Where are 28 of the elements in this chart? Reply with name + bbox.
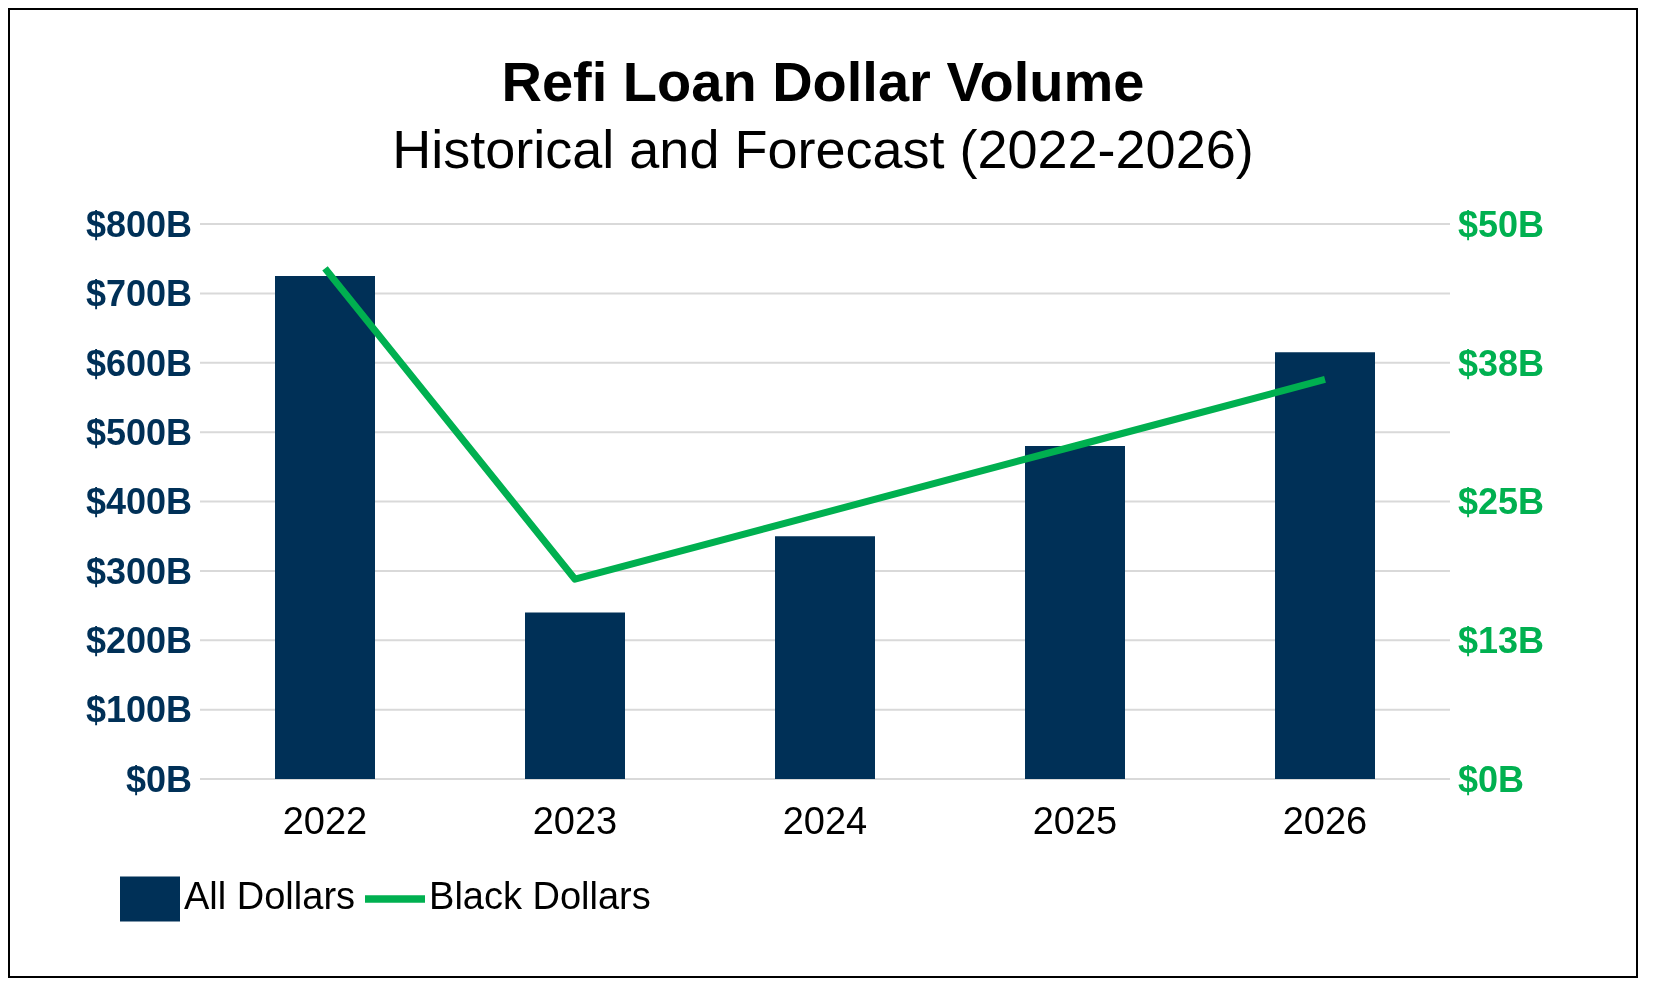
y-tick-label: $100B bbox=[85, 689, 192, 731]
y2-tick-label: $38B bbox=[1458, 342, 1545, 384]
legend-label: Black Dollars bbox=[429, 875, 651, 918]
chart-subtitle: Historical and Forecast (2022-2026) bbox=[391, 118, 1255, 181]
y-tick-label: $500B bbox=[85, 411, 192, 453]
y2-tick-label: $50B bbox=[1458, 203, 1545, 245]
x-tick-label: 2025 bbox=[1032, 799, 1118, 842]
y-tick-label: $300B bbox=[85, 550, 192, 592]
x-tick-label: 2022 bbox=[282, 799, 368, 842]
bar bbox=[775, 536, 875, 779]
chart-title: Refi Loan Dollar Volume bbox=[500, 50, 1146, 114]
bar bbox=[1025, 446, 1125, 779]
bar bbox=[525, 612, 625, 779]
y2-tick-label: $25B bbox=[1458, 481, 1545, 523]
y-tick-label: $0B bbox=[125, 758, 192, 800]
x-tick-label: 2026 bbox=[1282, 799, 1368, 842]
x-tick-label: 2024 bbox=[782, 799, 868, 842]
bar bbox=[275, 276, 375, 779]
y-tick-label: $800B bbox=[85, 203, 192, 245]
y2-tick-label: $0B bbox=[1458, 758, 1525, 800]
bar bbox=[1275, 352, 1375, 779]
y-tick-label: $400B bbox=[85, 481, 192, 523]
y-tick-label: $200B bbox=[85, 620, 192, 662]
y2-tick-label: $13B bbox=[1458, 620, 1545, 662]
y-tick-label: $700B bbox=[85, 273, 192, 315]
legend-label: All Dollars bbox=[184, 875, 356, 918]
x-tick-label: 2023 bbox=[532, 799, 618, 842]
y-tick-label: $600B bbox=[85, 342, 192, 384]
